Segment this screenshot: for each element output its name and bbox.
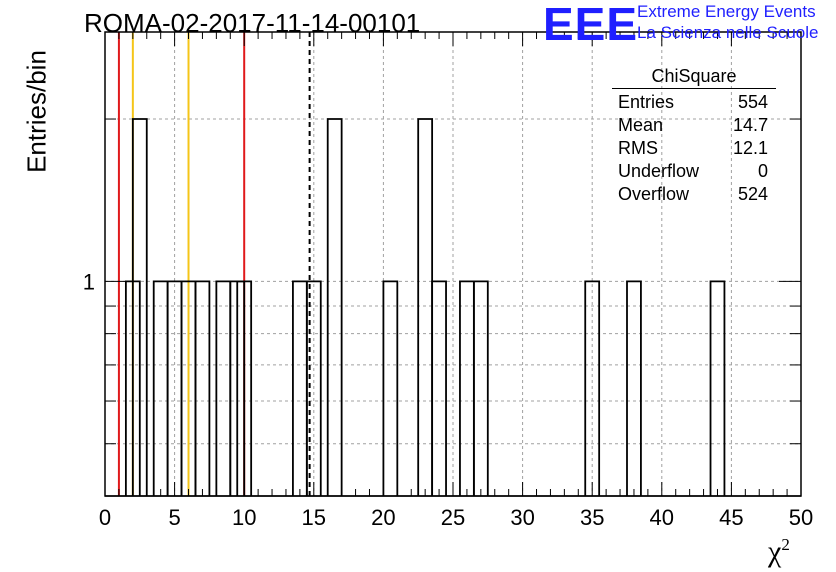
histogram-bar: [236, 280, 253, 496]
x-tick-label: 25: [441, 505, 465, 530]
stats-row-mean: Mean 14.7: [618, 115, 768, 135]
histogram-bar: [215, 280, 232, 496]
brand-line-2: La Scienza nelle Scuole: [637, 23, 819, 42]
brand-line-1: Extreme Energy Events: [637, 2, 816, 21]
histogram-bar: [417, 118, 434, 496]
histogram-bar: [152, 280, 169, 496]
histogram-bar: [459, 280, 475, 496]
tick-labels: 0 5 10 15 20 25 30 35 40 45 50 1: [83, 269, 813, 530]
histogram-bar: [131, 118, 148, 496]
histogram-bar: [326, 118, 343, 496]
x-axis-label: χ2: [768, 535, 790, 568]
x-tick-label: 40: [650, 505, 674, 530]
x-tick-label: 50: [789, 505, 813, 530]
histogram-bar: [472, 280, 489, 496]
histogram-bar: [305, 280, 322, 496]
x-tick-label: 0: [99, 505, 111, 530]
x-tick-label: 5: [168, 505, 180, 530]
histogram-bar: [292, 280, 308, 496]
x-tick-label: 20: [371, 505, 395, 530]
stats-row-overflow: Overflow 524: [618, 184, 768, 204]
histogram-bar: [626, 280, 642, 496]
x-tick-label: 45: [719, 505, 743, 530]
x-tick-label: 10: [232, 505, 256, 530]
x-tick-label: 30: [510, 505, 534, 530]
stats-title: ChiSquare: [612, 66, 776, 89]
histogram-bar: [709, 280, 726, 496]
histogram-bar: [194, 280, 211, 496]
chart-title: ROMA-02-2017-11-14-00101: [84, 8, 421, 38]
stats-row-underflow: Underflow 0: [618, 161, 768, 181]
histogram-bars: [105, 118, 801, 497]
histogram-bar: [584, 280, 601, 496]
y-axis-label: Entries/bin: [21, 50, 52, 173]
stats-row-entries: Entries 554: [618, 92, 768, 112]
histogram-bar: [431, 280, 447, 496]
histogram-bar: [382, 280, 399, 496]
x-tick-label: 15: [302, 505, 326, 530]
eee-logo: EEE: [543, 0, 639, 50]
x-tick-label: 35: [580, 505, 604, 530]
stats-box: ChiSquare Entries 554 Mean 14.7 RMS 12.1 Un…: [612, 66, 776, 206]
axis-ticks: [104, 32, 802, 496]
stats-row-rms: RMS 12.1: [618, 138, 768, 158]
y-tick-label: 1: [83, 269, 95, 294]
